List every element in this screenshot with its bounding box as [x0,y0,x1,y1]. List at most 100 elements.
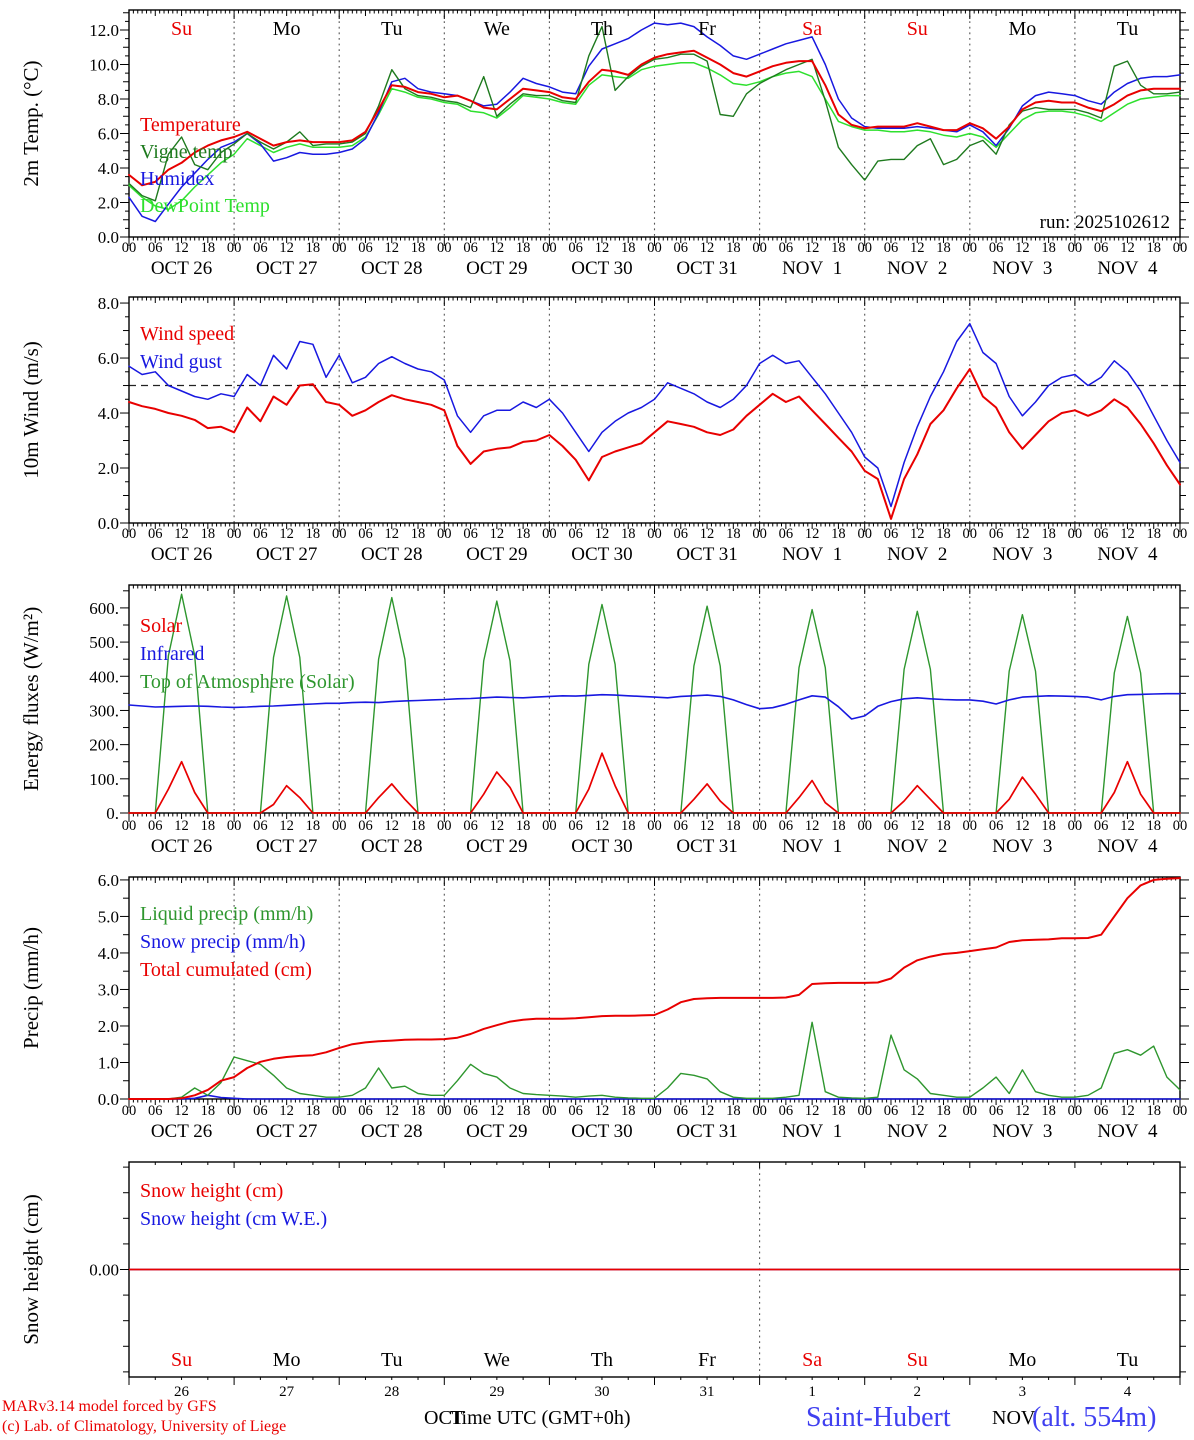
hour-label: 06 [1094,526,1109,542]
hour-label: 06 [884,240,899,256]
hour-label: 00 [542,1103,557,1119]
day-name-bottom: Su [907,1349,928,1371]
legend-precip-2: Total cumulated (cm) [140,959,312,981]
panel-precip: 0.0 1.0 2.0 3.0 4.0 5.0 6.0 Liquid precip (mm/h… [19,871,1189,1142]
day-number-label: 28 [384,1384,399,1400]
day-name-bottom: Fr [698,1349,716,1371]
y-tick-label: 4.0 [98,404,119,423]
hour-label: 18 [516,526,531,542]
hour-label: 18 [411,1103,426,1119]
day-number-label: 1 [808,1384,816,1400]
y-tick-label: 2.0 [98,194,119,213]
y-tick-label: 600. [89,599,119,618]
hour-label: 06 [148,526,163,542]
hour-label: 12 [805,818,820,834]
hour-label: 12 [1120,1103,1135,1119]
hour-label: 12 [595,240,610,256]
date-label: OCT 27 [256,544,317,565]
hour-label: 12 [385,818,400,834]
hour-label: 06 [884,818,899,834]
hour-label: 18 [831,818,846,834]
day-name-top: Sa [802,18,822,40]
hour-label: 00 [1173,526,1188,542]
legend-energy-1: Infrared [140,643,204,665]
date-label: OCT 30 [571,258,632,279]
ylabel-temp: 2m Temp. (°C) [19,60,43,186]
y-tick-label: 3.0 [98,980,119,999]
y-tick-label: 2.0 [98,459,119,478]
hour-label: 18 [1146,240,1161,256]
legend-temp-0: Temperature [140,114,241,136]
date-label: OCT 29 [466,1121,527,1142]
hour-label: 12 [595,818,610,834]
hour-label: 06 [463,526,478,542]
hour-label: 00 [1173,240,1188,256]
hour-label: 12 [174,240,189,256]
hour-label: 06 [358,1103,373,1119]
hour-label: 18 [621,526,636,542]
y-tick-label: 10.0 [89,56,119,75]
hour-label: 18 [936,526,951,542]
hour-label: 00 [857,1103,872,1119]
series-wind-gust [128,322,1181,508]
y-tick-label: 0.00 [89,1261,119,1280]
hour-label: 00 [857,818,872,834]
date-label: OCT 26 [151,258,212,279]
y-tick-label: 1.0 [98,1053,119,1072]
hour-label: 00 [647,1103,662,1119]
date-label: OCT 30 [571,544,632,565]
date-label: NOV 3 [992,544,1052,565]
date-label: OCT 31 [676,544,737,565]
run-label: run: 2025102612 [1039,212,1170,233]
hour-label: 18 [936,818,951,834]
hour-label: 00 [752,240,767,256]
hour-label: 12 [700,1103,715,1119]
hour-label: 18 [201,1103,216,1119]
date-label: OCT 31 [676,836,737,857]
day-name-top: We [484,18,510,40]
y-tick-label: 6.0 [98,871,119,890]
hour-label: 18 [411,526,426,542]
date-label: NOV 4 [1097,1121,1158,1142]
date-label: NOV 2 [887,1121,947,1142]
hour-label: 06 [253,240,268,256]
hour-label: 06 [989,1103,1004,1119]
day-name-top: Tu [381,18,403,40]
hour-label: 00 [963,818,978,834]
hour-label: 12 [1120,526,1135,542]
y-tick-label: 0.0 [98,228,119,247]
hour-label: 12 [1015,240,1030,256]
hour-label: 18 [831,240,846,256]
hour-label: 00 [1068,526,1083,542]
day-name-bottom: Mo [273,1349,301,1371]
y-tick-label: 8.0 [98,294,119,313]
hour-label: 12 [174,526,189,542]
ylabel-snow: Snow height (cm) [19,1194,43,1344]
day-name-bottom: Tu [1117,1349,1139,1371]
ylabel-wind: 10m Wind (m/s) [19,341,43,479]
panel-frame [128,296,1181,524]
hour-label: 12 [174,818,189,834]
hour-label: 00 [647,526,662,542]
y-tick-label: 4.0 [98,944,119,963]
y-tick-label: 0.0 [98,514,119,533]
date-label: NOV 3 [992,258,1052,279]
hour-label: 00 [437,240,452,256]
hour-label: 18 [726,526,741,542]
hour-label: 00 [332,1103,347,1119]
month-label-oct: OCT [424,1407,464,1429]
y-tick-label: 2.0 [98,1017,119,1036]
hour-label: 06 [358,526,373,542]
hour-label: 06 [463,1103,478,1119]
hour-label: 00 [332,818,347,834]
hour-label: 18 [1146,818,1161,834]
day-number-label: 4 [1124,1384,1132,1400]
hour-label: 12 [805,1103,820,1119]
hour-label: 12 [910,240,925,256]
y-tick-label: 0. [106,804,119,823]
hour-label: 00 [857,240,872,256]
day-name-bottom: Sa [802,1349,822,1371]
hour-label: 06 [568,818,583,834]
hour-label: 18 [1041,818,1056,834]
